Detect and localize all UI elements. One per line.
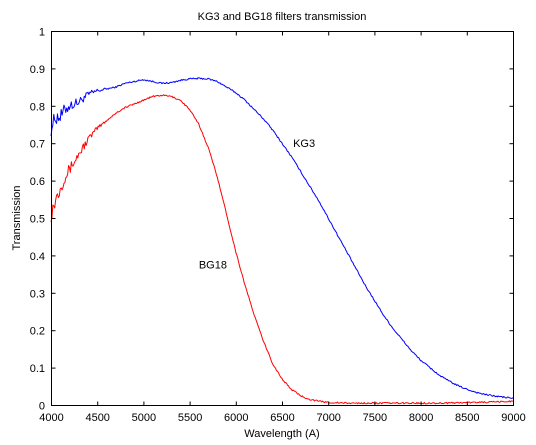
annotation-kg3: KG3 [293,138,315,150]
series-layer [50,77,514,405]
x-axis-label: Wavelength (A) [244,428,319,440]
plot-area [51,31,513,405]
y-tick-label: 1 [39,27,45,39]
y-tick-label: 0.3 [30,288,45,300]
y-tick-label: 0.7 [30,139,45,151]
x-tick-label: 8000 [409,412,433,424]
annotation-bg18: BG18 [199,259,227,271]
y-tick-label: 0 [39,401,45,413]
y-tick-label: 0.8 [30,101,45,113]
x-tick-label: 7000 [316,412,340,424]
y-tick-label: 0.2 [30,326,45,338]
x-tick-label: 8500 [455,412,479,424]
annotation-layer: KG3 BG18 [199,138,315,272]
x-tick-label: 5000 [132,412,156,424]
x-tick-label: 6000 [224,412,248,424]
y-tick-label: 0.1 [30,363,45,375]
x-tick-label: 6500 [270,412,294,424]
chart-title: KG3 and BG18 filters transmission [198,11,367,23]
y-tick-label: 0.9 [30,64,45,76]
y-tick-label: 0.5 [30,214,45,226]
x-tick-label: 9000 [501,412,525,424]
x-tick-label: 5500 [178,412,202,424]
y-tick-label: 0.6 [30,176,45,188]
y-axis-label: Transmission [11,186,23,251]
series-line-bg18 [50,94,514,405]
x-tick-label: 4000 [39,412,63,424]
y-tick-label: 0.4 [30,251,45,263]
ticks-layer: 4000 4500 5000 5500 6000 6500 7000 7500 8000 8500… [30,27,526,425]
series-line-kg3 [50,77,514,399]
x-tick-label: 4500 [85,412,109,424]
x-tick-label: 7500 [363,412,387,424]
